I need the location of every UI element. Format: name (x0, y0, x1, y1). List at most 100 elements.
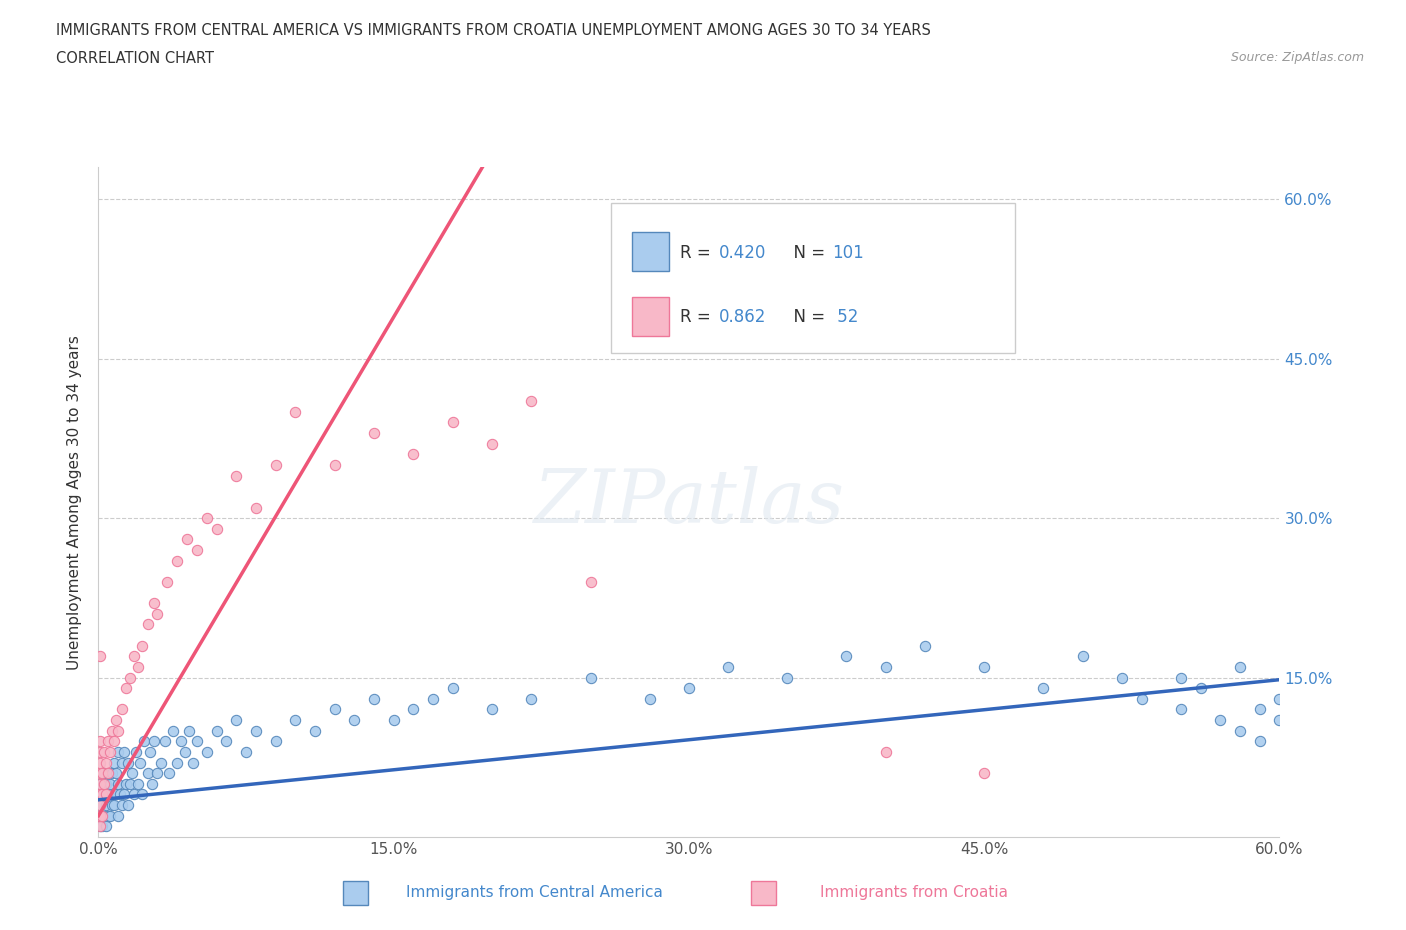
Point (142, 596, 165, 611)
Y-axis label: Unemployment Among Ages 30 to 34 years: Unemployment Among Ages 30 to 34 years (67, 335, 83, 670)
Point (112, 787, 135, 802)
Point (1249, 734, 1271, 749)
Point (89, 755, 111, 770)
Point (107, 777, 129, 791)
Point (89, 777, 111, 791)
Point (93, 745, 115, 760)
Point (118, 671, 141, 685)
Point (91, 787, 114, 802)
Point (97, 808, 120, 823)
Point (107, 724, 129, 738)
Point (875, 659, 897, 674)
Point (1170, 671, 1192, 685)
Point (89, 649, 111, 664)
Point (117, 755, 139, 770)
Point (323, 702, 346, 717)
Point (205, 522, 228, 537)
Point (103, 755, 125, 770)
Point (89, 819, 111, 834)
Point (105, 765, 128, 780)
Point (93, 787, 115, 802)
Point (136, 765, 159, 780)
Point (382, 712, 405, 727)
Point (441, 681, 464, 696)
Point (136, 617, 159, 631)
Point (97, 787, 120, 802)
Point (98, 745, 121, 760)
Text: N =: N = (783, 308, 830, 326)
Point (304, 724, 326, 738)
Point (128, 755, 150, 770)
Point (93, 808, 115, 823)
Point (115, 681, 138, 696)
Point (835, 649, 858, 664)
Point (973, 765, 995, 780)
Point (150, 755, 173, 770)
Point (579, 671, 602, 685)
Point (174, 745, 197, 760)
Point (284, 712, 307, 727)
Point (1032, 681, 1054, 696)
Point (166, 553, 188, 568)
Point (125, 745, 148, 760)
Point (481, 702, 503, 717)
Point (96, 787, 118, 802)
Point (186, 542, 208, 557)
Point (245, 724, 267, 738)
Point (97, 765, 120, 780)
Point (264, 458, 287, 472)
Text: 52: 52 (832, 308, 858, 326)
Point (93, 777, 115, 791)
Point (138, 745, 160, 760)
Point (343, 712, 366, 727)
Point (108, 787, 131, 802)
Point (186, 734, 208, 749)
Point (1130, 691, 1153, 706)
Text: R =: R = (681, 308, 716, 326)
Point (1111, 671, 1133, 685)
Point (101, 724, 124, 738)
Point (520, 393, 543, 408)
Point (89, 765, 111, 780)
Point (117, 798, 139, 813)
Point (1189, 681, 1212, 696)
Point (177, 724, 200, 738)
Point (1268, 712, 1291, 727)
Point (96, 798, 118, 813)
Point (170, 734, 193, 749)
Point (776, 671, 799, 685)
Point (195, 745, 218, 760)
Point (875, 745, 897, 760)
Point (127, 777, 149, 791)
Point (121, 765, 143, 780)
Point (973, 659, 995, 674)
Point (91, 787, 114, 802)
Point (363, 426, 385, 441)
Point (101, 765, 124, 780)
Point (89, 734, 111, 749)
Point (146, 606, 169, 621)
Point (1209, 712, 1232, 727)
Point (1268, 691, 1291, 706)
Point (520, 691, 543, 706)
Point (91, 808, 114, 823)
Point (181, 755, 204, 770)
Point (115, 777, 138, 791)
Point (225, 468, 247, 483)
Point (215, 734, 238, 749)
Point (91, 819, 114, 834)
Point (1229, 659, 1251, 674)
Point (142, 734, 165, 749)
Point (122, 787, 145, 802)
Point (156, 575, 179, 590)
Point (89, 808, 111, 823)
Point (89, 777, 111, 791)
Point (103, 734, 125, 749)
Point (166, 755, 188, 770)
Point (111, 755, 134, 770)
Point (91, 765, 114, 780)
Point (402, 702, 425, 717)
Point (481, 436, 503, 451)
Text: 0.420: 0.420 (720, 244, 766, 261)
Point (89, 808, 111, 823)
